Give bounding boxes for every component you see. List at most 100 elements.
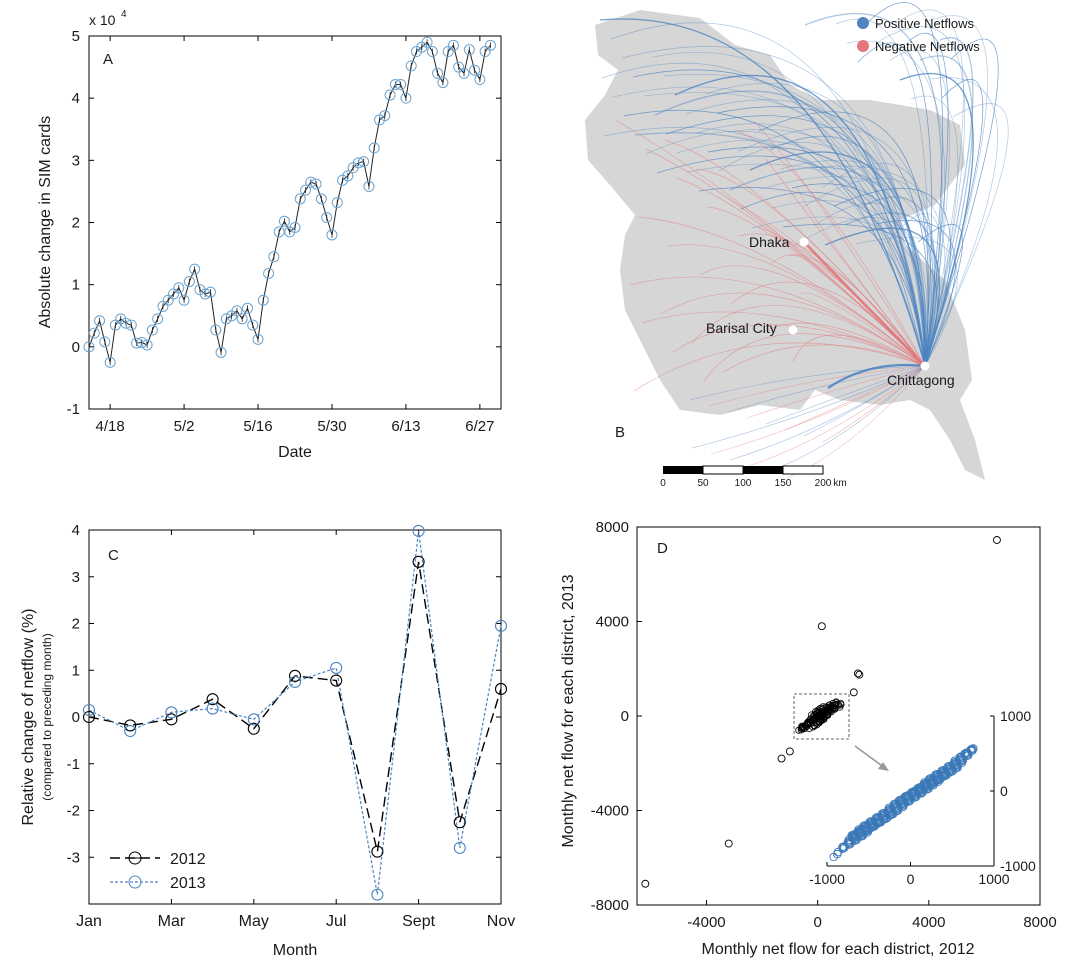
inset-point: [880, 815, 889, 824]
negative-flow-arc: [722, 344, 926, 373]
a-point: [241, 302, 253, 314]
c-point-2013: [453, 841, 466, 854]
inset-point: [898, 802, 908, 812]
inset-xtick-label: 0: [907, 871, 915, 887]
positive-flow-arc: [740, 191, 926, 367]
c-point-2012: [247, 722, 260, 735]
d-cluster-point: [816, 704, 824, 713]
legend-positive-swatch: [857, 17, 869, 29]
negative-flow-arc: [707, 206, 926, 367]
a-point: [294, 193, 306, 205]
panel-a-multiplier: x 10: [89, 12, 116, 28]
c-ytick-label: 0: [72, 709, 80, 726]
positive-flow-arc: [924, 37, 974, 367]
d-xtick-label: 0: [813, 914, 821, 931]
d-cluster-point: [812, 713, 820, 721]
south-flow-arc: [691, 365, 926, 449]
positive-flow-arc: [917, 223, 963, 367]
a-point: [273, 226, 285, 238]
inset-point: [844, 840, 854, 849]
south-flow-arc: [729, 365, 926, 461]
a-ytick-label: 1: [72, 277, 80, 294]
c-ytick-label: 3: [72, 569, 80, 586]
panel-c-label: C: [108, 547, 119, 564]
inset-zoom-box: [793, 693, 850, 740]
a-point: [220, 313, 232, 325]
inset-point: [967, 746, 976, 756]
south-flow-arc: [765, 365, 926, 425]
positive-flow-arc: [822, 162, 933, 367]
inset-points: [829, 744, 978, 862]
a-point: [278, 215, 290, 227]
positive-flow-arc: [811, 165, 946, 367]
c-point-2013: [165, 706, 178, 719]
d-xtick-label: -4000: [687, 914, 725, 931]
positive-flow-arc: [924, 77, 998, 367]
series-2013-line: [88, 530, 502, 895]
positive-flow-arc: [705, 82, 926, 367]
city-label-dhaka: Dhaka: [749, 234, 790, 250]
c-point-2012: [494, 682, 508, 696]
negative-flow-arc: [633, 342, 926, 392]
positive-flow-arc: [751, 216, 928, 367]
d-cluster-point: [826, 701, 834, 709]
c-ytick-label: -1: [67, 756, 80, 773]
inset-point: [945, 768, 955, 777]
a-point: [268, 251, 280, 263]
inset-ytick-label: -1000: [1000, 858, 1036, 874]
inset-point: [914, 787, 923, 796]
d-cluster-point: [834, 701, 843, 709]
negative-flow-arc: [691, 305, 926, 367]
inset-point: [833, 849, 842, 859]
d-cluster-point: [836, 703, 844, 711]
positive-flow-arc: [857, 42, 932, 367]
c-ytick-label: 2: [72, 616, 80, 633]
a-ytick-label: 3: [72, 152, 80, 169]
negative-flow-arc: [641, 311, 926, 367]
a-point: [342, 170, 354, 182]
positive-flow-arc: [707, 146, 926, 367]
d-ytick-label: 4000: [596, 614, 629, 631]
negative-flow-arc: [660, 292, 926, 367]
a-point: [447, 39, 459, 51]
scale-unit: km: [833, 478, 846, 489]
positive-flow-arc: [824, 227, 941, 367]
negative-flow-arc: [629, 276, 926, 367]
positive-flow-arc: [738, 126, 931, 367]
panel-a-ylabel: Absolute change in SIM cards: [37, 116, 54, 329]
positive-flow-arc: [804, 12, 943, 367]
positive-flow-arc: [758, 111, 929, 367]
south-flow-arc: [767, 365, 926, 473]
c-point-2012: [165, 713, 178, 726]
c-xtick-label: Sept: [402, 913, 435, 930]
d-ytick-label: -8000: [591, 897, 629, 914]
inset-arrow: [854, 745, 886, 769]
d-point: [724, 839, 733, 848]
a-point: [215, 346, 227, 358]
d-cluster-point: [816, 717, 824, 725]
panel-c-legend: 2012 2013: [110, 851, 206, 892]
a-ytick-label: 0: [72, 339, 80, 356]
c-point-2012: [124, 719, 137, 732]
negative-flow-arc: [800, 292, 926, 367]
positive-flow-arc: [663, 74, 926, 367]
panel-d: D -4000 0 4000 8000 -8000 -4000 0 4000 8000 -100…: [560, 519, 1057, 958]
a-point: [247, 319, 259, 331]
positive-flow-arc: [716, 106, 929, 367]
a-point: [395, 78, 407, 90]
positive-flow-arc: [656, 155, 926, 367]
a-point: [474, 74, 486, 86]
d-ytick-label: 8000: [596, 519, 629, 536]
positive-flow-arc: [698, 187, 926, 367]
a-point: [289, 221, 301, 233]
d-cluster-point: [806, 716, 814, 724]
c-point-2013: [412, 524, 425, 537]
positive-flow-arc: [623, 109, 926, 367]
a-xtick-label: 5/2: [174, 418, 195, 435]
a-point: [458, 67, 470, 79]
positive-flow-arc: [771, 200, 927, 367]
legend-2013-marker: [128, 875, 142, 889]
